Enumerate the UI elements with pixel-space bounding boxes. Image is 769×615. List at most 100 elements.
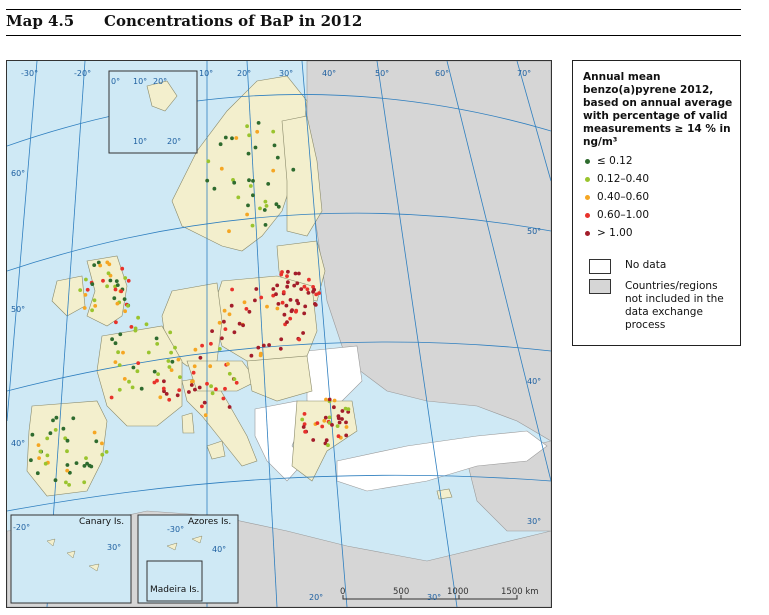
station-point bbox=[280, 300, 285, 305]
station-point bbox=[71, 416, 76, 421]
lat-label: 30° bbox=[527, 517, 542, 526]
inset-lon-label: 10° bbox=[133, 137, 148, 146]
finland bbox=[281, 115, 323, 237]
station-point bbox=[169, 350, 174, 355]
station-point bbox=[144, 322, 149, 327]
station-point bbox=[45, 453, 50, 458]
station-point bbox=[136, 361, 141, 365]
legend-item-label: 0.12–0.40 bbox=[597, 173, 650, 185]
station-point bbox=[94, 439, 99, 444]
inset-lon-label: 10° bbox=[133, 77, 148, 86]
station-point bbox=[92, 430, 97, 435]
scale-label: 500 bbox=[393, 587, 410, 597]
station-point bbox=[250, 223, 255, 228]
station-point bbox=[114, 279, 119, 283]
station-point bbox=[284, 303, 289, 308]
station-point bbox=[92, 263, 97, 267]
inset-lon-label: 20° bbox=[167, 137, 182, 146]
station-point bbox=[176, 357, 181, 362]
lon-label: 30° bbox=[427, 593, 442, 602]
lat-label: 50° bbox=[11, 305, 26, 314]
map-frame[interactable]: -30° -20° 10° 20° 30° 40° 50° 60° 70° 0°… bbox=[6, 60, 552, 608]
station-point bbox=[203, 413, 208, 418]
map-number: Map 4.5 bbox=[6, 12, 75, 30]
station-point bbox=[285, 320, 289, 324]
station-point bbox=[263, 223, 268, 227]
station-point bbox=[326, 443, 330, 448]
inset-svalbard bbox=[108, 70, 198, 154]
station-point bbox=[123, 309, 127, 314]
station-point bbox=[170, 359, 175, 364]
station-point bbox=[295, 298, 299, 303]
station-point bbox=[315, 421, 320, 425]
station-point bbox=[232, 180, 237, 185]
station-point bbox=[271, 293, 276, 298]
scale-label: 0 bbox=[340, 587, 346, 597]
inset-grid-label: -30° bbox=[167, 525, 185, 534]
station-point bbox=[256, 121, 261, 125]
station-point bbox=[229, 303, 234, 308]
station-point bbox=[307, 277, 311, 282]
station-point bbox=[130, 385, 135, 390]
legend-item-class-5: > 1.00 bbox=[585, 227, 633, 241]
not-included-label: Countries/regions not included in the da… bbox=[625, 280, 724, 331]
station-point bbox=[247, 133, 252, 138]
station-point bbox=[82, 306, 87, 310]
station-point bbox=[164, 392, 169, 396]
station-point bbox=[275, 155, 280, 160]
station-point bbox=[202, 400, 207, 405]
station-point bbox=[253, 298, 257, 303]
station-point bbox=[200, 343, 205, 348]
station-point bbox=[169, 368, 174, 372]
station-point bbox=[276, 204, 281, 209]
station-point bbox=[234, 380, 239, 385]
station-point bbox=[237, 321, 242, 326]
station-point bbox=[267, 343, 271, 347]
station-point bbox=[65, 463, 70, 467]
station-point bbox=[217, 347, 222, 351]
station-point bbox=[110, 337, 114, 342]
lon-label: 10° bbox=[199, 69, 214, 78]
no-data-swatch bbox=[589, 259, 611, 274]
station-point bbox=[84, 456, 88, 460]
cyprus bbox=[436, 488, 453, 500]
station-point bbox=[193, 347, 198, 352]
station-point bbox=[208, 364, 213, 369]
station-point bbox=[264, 204, 269, 208]
lon-label: 30° bbox=[279, 69, 294, 78]
station-point bbox=[336, 414, 341, 419]
inset-lon-label: 0° bbox=[111, 77, 121, 86]
station-point bbox=[293, 271, 298, 276]
station-point bbox=[303, 304, 308, 309]
station-point bbox=[48, 431, 53, 436]
station-point bbox=[175, 393, 180, 398]
station-point bbox=[209, 341, 213, 346]
lat-label: 50° bbox=[527, 227, 542, 236]
station-point bbox=[121, 350, 125, 355]
station-point bbox=[337, 420, 342, 425]
station-point bbox=[155, 342, 160, 346]
station-point bbox=[107, 262, 112, 267]
station-point bbox=[311, 289, 315, 294]
legend-title: Annual mean benzo(a)pyrene 2012, based o… bbox=[583, 71, 733, 148]
legend-dot-icon bbox=[585, 177, 590, 182]
station-point bbox=[210, 329, 215, 333]
station-point bbox=[303, 429, 307, 434]
station-point bbox=[227, 229, 231, 234]
station-point bbox=[200, 404, 204, 409]
legend-item-label: > 1.00 bbox=[597, 227, 633, 239]
station-point bbox=[146, 350, 151, 355]
station-point bbox=[222, 308, 227, 313]
station-point bbox=[221, 396, 226, 401]
lon-label: 40° bbox=[322, 69, 337, 78]
station-point bbox=[290, 308, 294, 312]
station-point bbox=[119, 289, 124, 294]
station-point bbox=[152, 380, 157, 385]
station-point bbox=[122, 297, 127, 301]
station-point bbox=[187, 390, 191, 394]
station-point bbox=[274, 202, 279, 207]
station-point bbox=[168, 330, 173, 335]
station-point bbox=[84, 277, 88, 282]
station-point bbox=[115, 301, 120, 306]
station-point bbox=[286, 280, 290, 285]
